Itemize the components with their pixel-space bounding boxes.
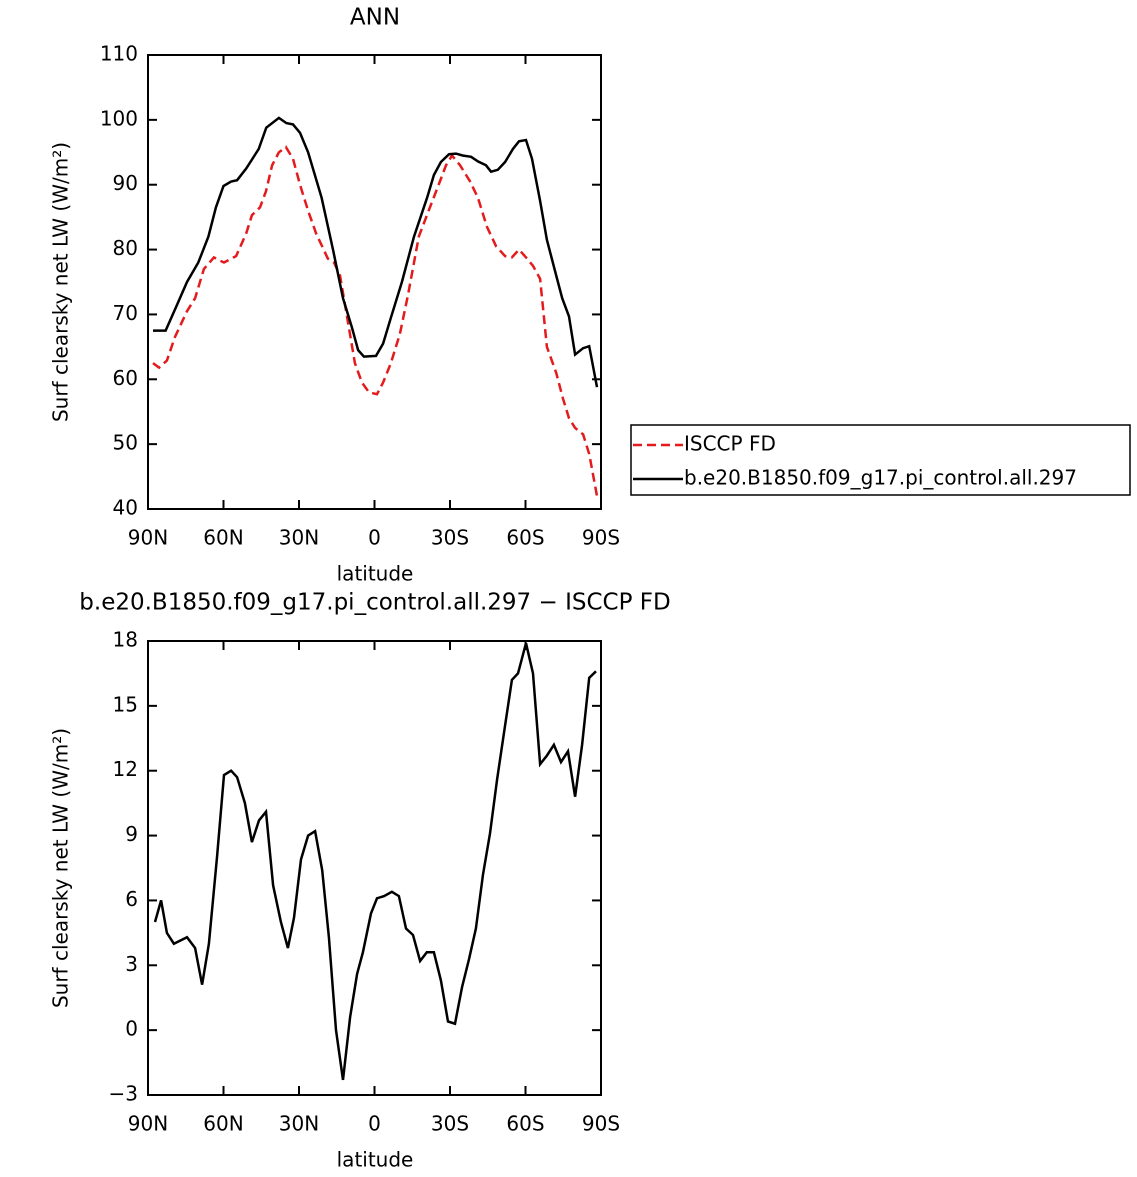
- x-tick-label: 60S: [506, 526, 544, 550]
- x-tick-label: 0: [368, 526, 381, 550]
- y-axis-label: Surf clearsky net LW (W/m²): [49, 142, 73, 422]
- legend-label: b.e20.B1850.f09_g17.pi_control.all.297: [684, 466, 1077, 490]
- y-axis-label: Surf clearsky net LW (W/m²): [49, 728, 73, 1008]
- y-tick-label: 3: [125, 952, 138, 976]
- data-line: [153, 116, 599, 388]
- x-tick-label: 90N: [128, 526, 168, 550]
- x-tick-label: 60N: [203, 526, 243, 550]
- y-tick-label: 60: [113, 366, 138, 390]
- y-tick-label: 40: [113, 496, 138, 520]
- y-tick-label: 15: [113, 692, 138, 716]
- y-tick-label: 80: [113, 236, 138, 260]
- y-tick-label: 100: [100, 106, 138, 130]
- x-tick-label: 90N: [128, 1112, 168, 1136]
- y-tick-label: 110: [100, 42, 138, 66]
- x-tick-label: 0: [368, 1112, 381, 1136]
- x-tick-label: 90S: [582, 1112, 620, 1136]
- y-tick-label: 90: [113, 171, 138, 195]
- data-line: [152, 145, 599, 497]
- legend-label: ISCCP FD: [684, 432, 776, 456]
- x-tick-label: 30N: [279, 1112, 319, 1136]
- chart-title: ANN: [350, 5, 400, 31]
- x-axis-label: latitude: [337, 1148, 414, 1172]
- y-tick-label: 6: [125, 887, 138, 911]
- plot-frame: [147, 54, 602, 510]
- x-tick-label: 30S: [431, 526, 469, 550]
- chart-title: b.e20.B1850.f09_g17.pi_control.all.297 −…: [79, 590, 670, 616]
- data-line: [153, 642, 597, 1081]
- x-tick-label: 60S: [506, 1112, 544, 1136]
- y-tick-label: 50: [113, 431, 138, 455]
- x-axis-label: latitude: [337, 562, 414, 586]
- legend-box: [630, 424, 1131, 496]
- y-tick-label: −3: [109, 1082, 138, 1106]
- y-tick-label: 18: [113, 628, 138, 652]
- x-tick-label: 60N: [203, 1112, 243, 1136]
- x-tick-label: 30S: [431, 1112, 469, 1136]
- y-tick-label: 9: [125, 822, 138, 846]
- x-tick-label: 90S: [582, 526, 620, 550]
- x-tick-label: 30N: [279, 526, 319, 550]
- y-tick-label: 0: [125, 1017, 138, 1041]
- y-tick-label: 70: [113, 301, 138, 325]
- y-tick-label: 12: [113, 757, 138, 781]
